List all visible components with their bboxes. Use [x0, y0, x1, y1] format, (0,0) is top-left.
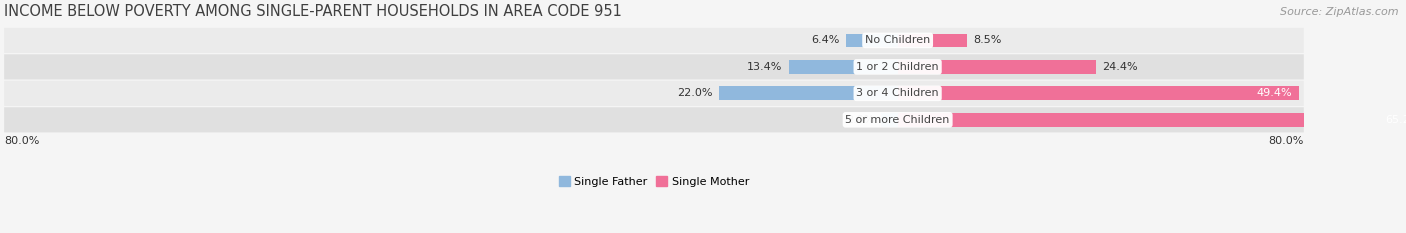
Bar [845, 34, 897, 47]
Text: 80.0%: 80.0% [4, 136, 39, 146]
Text: No Children: No Children [865, 35, 931, 45]
Text: INCOME BELOW POVERTY AMONG SINGLE-PARENT HOUSEHOLDS IN AREA CODE 951: INCOME BELOW POVERTY AMONG SINGLE-PARENT… [4, 4, 621, 19]
Bar [789, 60, 897, 74]
Bar [882, 113, 897, 127]
Bar [897, 86, 1299, 100]
Text: 3 or 4 Children: 3 or 4 Children [856, 88, 939, 98]
Text: 6.4%: 6.4% [811, 35, 839, 45]
Text: 8.5%: 8.5% [973, 35, 1001, 45]
Text: 24.4%: 24.4% [1102, 62, 1137, 72]
Text: 5 or more Children: 5 or more Children [845, 115, 950, 125]
Text: 13.4%: 13.4% [747, 62, 782, 72]
Text: 65.2%: 65.2% [1385, 115, 1406, 125]
Bar [897, 60, 1095, 74]
FancyBboxPatch shape [4, 28, 1303, 53]
FancyBboxPatch shape [4, 54, 1303, 79]
FancyBboxPatch shape [4, 107, 1303, 132]
FancyBboxPatch shape [4, 81, 1303, 106]
Text: Source: ZipAtlas.com: Source: ZipAtlas.com [1281, 7, 1399, 17]
Bar [897, 113, 1406, 127]
Text: 49.4%: 49.4% [1257, 88, 1292, 98]
Text: 80.0%: 80.0% [1268, 136, 1303, 146]
Text: 22.0%: 22.0% [676, 88, 713, 98]
Legend: Single Father, Single Mother: Single Father, Single Mother [554, 172, 754, 191]
Text: 1 or 2 Children: 1 or 2 Children [856, 62, 939, 72]
Bar [718, 86, 897, 100]
Text: 2.0%: 2.0% [846, 115, 875, 125]
Bar [897, 34, 967, 47]
